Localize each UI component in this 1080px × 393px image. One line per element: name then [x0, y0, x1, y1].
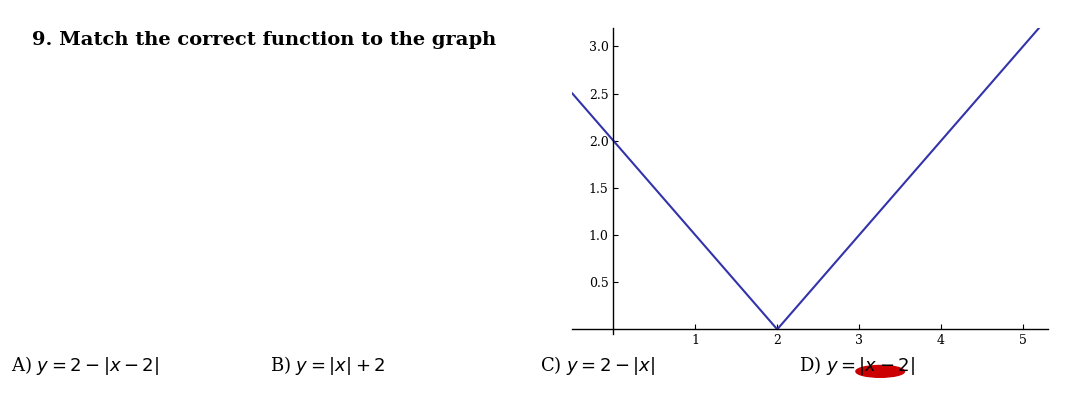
Text: 9. Match the correct function to the graph: 9. Match the correct function to the gra… [32, 31, 497, 50]
Text: C) $y = 2 - |x|$: C) $y = 2 - |x|$ [540, 354, 656, 377]
Ellipse shape [855, 365, 904, 377]
Text: D) $y = |x - 2|$: D) $y = |x - 2|$ [799, 354, 915, 377]
Text: A) $y = 2 - |x - 2|$: A) $y = 2 - |x - 2|$ [11, 354, 159, 377]
Text: B) $y = |x| + 2$: B) $y = |x| + 2$ [270, 354, 386, 377]
